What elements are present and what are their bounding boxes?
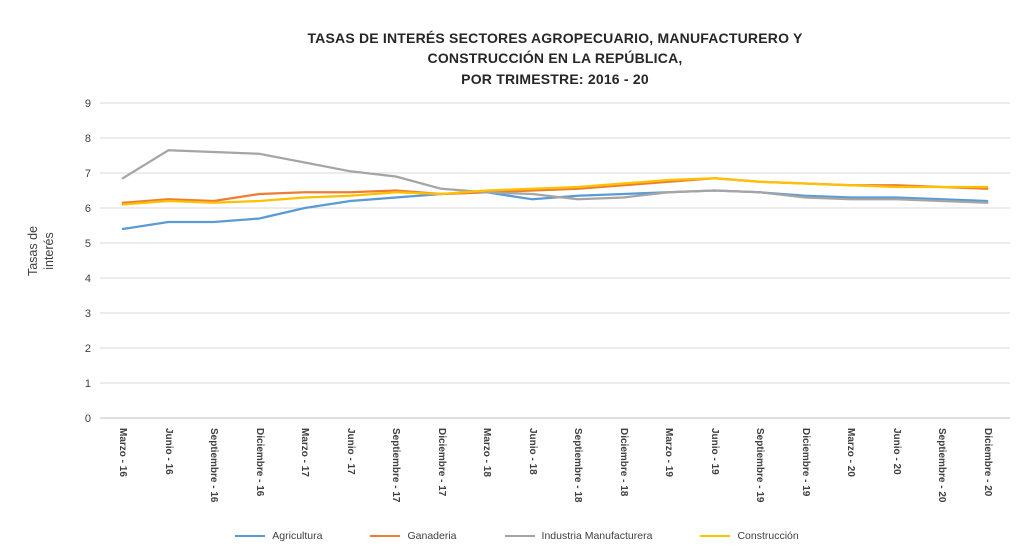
legend-item-ganaderia[interactable]: Ganaderia (370, 530, 457, 542)
legend-label: Construcción (737, 530, 799, 542)
y-tick-label: 6 (85, 203, 91, 215)
legend-item-agricultura[interactable]: Agricultura (235, 530, 322, 542)
y-tick-label: 4 (85, 273, 91, 285)
legend-item-construcci-n[interactable]: Construcción (700, 530, 799, 542)
legend-line-swatch (235, 534, 266, 538)
y-tick-label: 2 (85, 343, 91, 355)
series-line-construcci-n[interactable] (121, 177, 989, 206)
y-tick-label: 0 (85, 413, 91, 425)
legend-item-industria-manufacturera[interactable]: Industria Manufacturera (504, 530, 653, 542)
y-tick-label: 9 (85, 98, 91, 110)
legend-label: Ganaderia (407, 530, 457, 542)
legend-line-swatch (504, 534, 535, 538)
y-tick-label: 7 (85, 168, 91, 180)
y-tick-label: 5 (85, 238, 91, 250)
y-tick-label: 1 (85, 378, 91, 390)
y-tick-label: 3 (85, 308, 91, 320)
chart-title: TASAS DE INTERÉS SECTORES AGROPECUARIO, … (307, 30, 803, 87)
legend-label: Industria Manufacturera (541, 530, 653, 542)
legend: Agricultura Ganaderia Industria Manufactur… (0, 530, 1034, 542)
legend-label: Agricultura (272, 530, 323, 542)
y-tick-label: 8 (85, 133, 91, 145)
series-line-industria-manufacturera[interactable] (121, 149, 989, 204)
legend-line-swatch (700, 534, 731, 538)
legend-line-swatch (370, 534, 401, 538)
